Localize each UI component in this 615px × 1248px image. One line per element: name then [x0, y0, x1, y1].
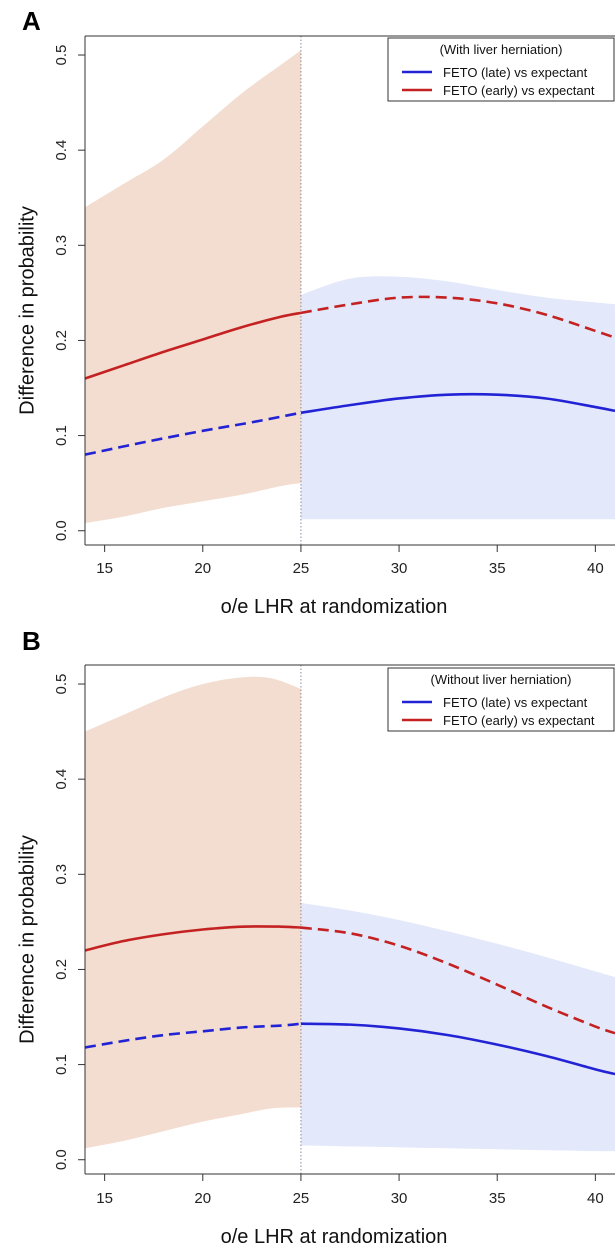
panel-label: B	[22, 626, 41, 656]
x-tick-label: 25	[293, 1190, 310, 1207]
y-tick-label: 0.1	[53, 425, 70, 446]
x-tick-label: 35	[489, 560, 506, 577]
y-tick-label: 0.4	[53, 140, 70, 161]
series-early-dashed	[300, 295, 615, 339]
x-tick-label: 15	[96, 560, 113, 577]
y-tick-label: 0.2	[53, 330, 70, 351]
plot-area	[85, 36, 615, 545]
x-tick-label: 25	[293, 560, 310, 577]
y-tick-label: 0.4	[53, 769, 70, 790]
confidence-band-early	[85, 676, 301, 1149]
series-late-solid	[300, 392, 615, 415]
x-tick-label: 15	[96, 1190, 113, 1207]
series-early-solid	[85, 311, 302, 380]
confidence-band-early	[85, 50, 301, 524]
legend-title: (With liver herniation)	[440, 42, 563, 57]
legend-entry: FETO (early) vs expectant	[443, 83, 595, 98]
confidence-band-late	[300, 276, 615, 520]
series-early-dashed	[300, 926, 615, 1035]
series-late-dashed	[85, 1022, 302, 1049]
y-tick-label: 0.3	[53, 864, 70, 885]
legend-entry: FETO (late) vs expectant	[443, 65, 588, 80]
x-axis-title: o/e LHR at randomization	[221, 596, 448, 618]
x-tick-label: 40	[587, 560, 604, 577]
legend-title: (Without liver herniation)	[431, 672, 572, 687]
panel-b: 0.0 0.1 0.2 0.3 0.4 0.5 15 20 25 30 35 40 o/e LHR at…	[16, 626, 615, 1248]
legend-entry: FETO (late) vs expectant	[443, 695, 588, 710]
x-tick-label: 30	[391, 1190, 408, 1207]
legend: (With liver herniation) FETO (late) vs ex…	[387, 37, 615, 102]
x-tick-label: 40	[587, 1190, 604, 1207]
series-late-solid	[300, 1022, 615, 1076]
series-late-dashed	[85, 411, 302, 456]
plot-area	[85, 665, 615, 1174]
x-tick-label: 35	[489, 1190, 506, 1207]
y-tick-label: 0.0	[53, 1149, 70, 1170]
y-tick-label: 0.5	[53, 674, 70, 695]
x-tick-label: 30	[391, 560, 408, 577]
legend-entry: FETO (early) vs expectant	[443, 713, 595, 728]
y-axis-title: Difference in probability	[16, 835, 38, 1044]
y-axis-title: Difference in probability	[16, 206, 38, 415]
x-tick-label: 20	[194, 560, 211, 577]
y-tick-label: 0.5	[53, 45, 70, 66]
legend: (Without liver herniation) FETO (late) vs…	[387, 667, 615, 732]
y-tick-label: 0.1	[53, 1054, 70, 1075]
panel-a: 0.0 0.1 0.2 0.3 0.4 0.5 15 20 25 30 35 40 o/e LHR at…	[16, 6, 615, 618]
series-early-solid	[85, 925, 301, 952]
y-tick-label: 0.3	[53, 235, 70, 256]
x-tick-label: 20	[194, 1190, 211, 1207]
panel-label: A	[22, 6, 41, 36]
y-tick-label: 0.2	[53, 959, 70, 980]
confidence-band-late	[300, 902, 615, 1152]
y-tick-label: 0.0	[53, 520, 70, 541]
x-axis-title: o/e LHR at randomization	[221, 1226, 448, 1248]
